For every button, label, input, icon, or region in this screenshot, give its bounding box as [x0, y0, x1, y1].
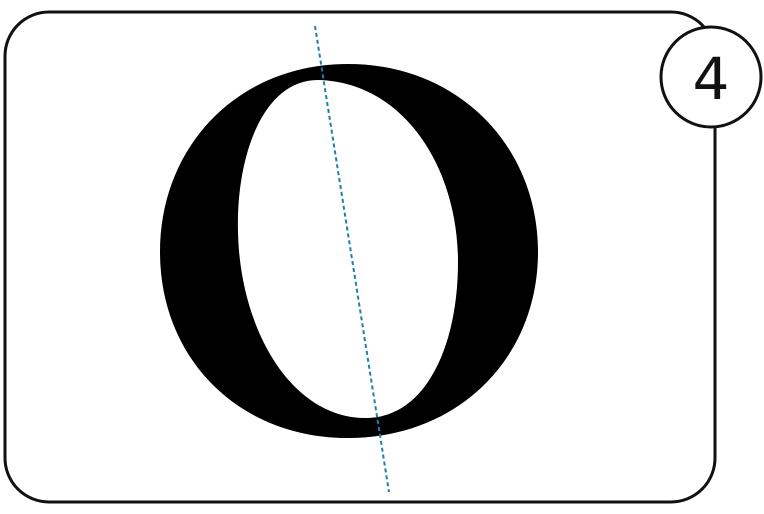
card-frame — [3, 10, 717, 504]
badge-number: 4 — [693, 45, 730, 113]
number-badge: 4 — [659, 25, 763, 129]
badge-circle — [659, 25, 763, 129]
letter-o-glyph — [160, 64, 538, 438]
stress-axis-line — [314, 25, 390, 493]
